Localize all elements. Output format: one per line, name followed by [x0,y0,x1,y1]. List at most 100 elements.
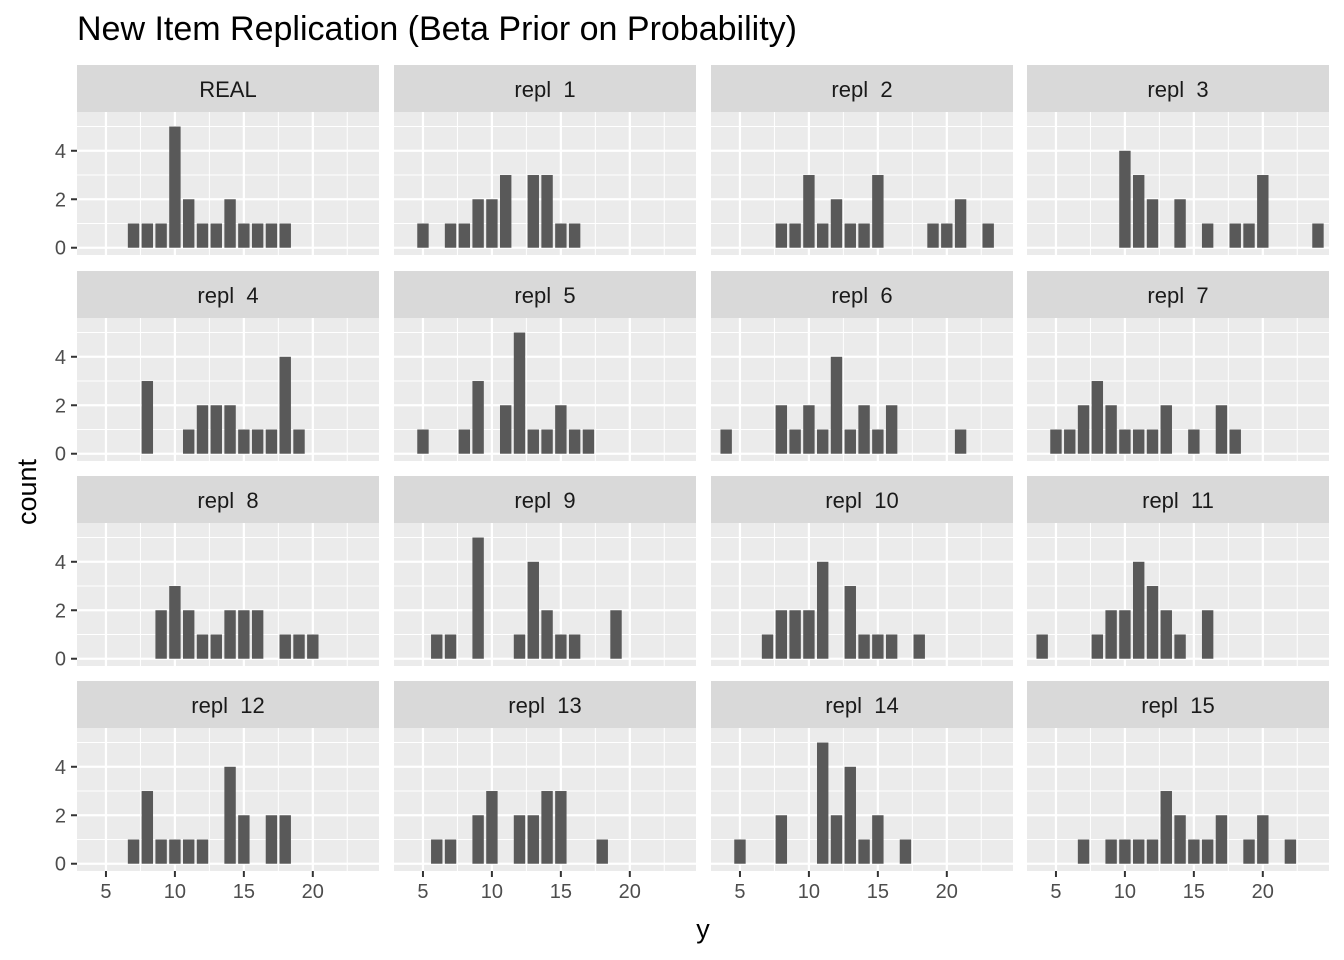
facet-strip-label: repl 9 [514,488,575,513]
y-axis-title: count [12,458,42,525]
histogram-bar [279,223,291,248]
facet-strip-label: repl 8 [197,488,258,513]
histogram-bar [885,634,898,659]
x-tick-label: 5 [734,881,745,903]
histogram-bar [1188,839,1200,864]
histogram-bar [417,223,429,248]
x-tick-label: 20 [936,881,958,903]
histogram-bar [499,405,512,454]
histogram-bar [1132,839,1145,864]
histogram-bar [913,634,925,659]
histogram-bar [224,405,236,454]
histogram-bar [1132,561,1145,659]
histogram-bar [279,815,291,864]
facet-strip [77,681,379,728]
histogram-bar [527,429,539,454]
y-tick-label: 2 [55,395,66,417]
histogram-bar [238,610,250,659]
histogram-bar [1064,429,1076,454]
x-tick-label: 20 [619,881,641,903]
histogram-bar [307,634,319,659]
facet-strip [711,65,1013,112]
histogram-bar [844,586,856,659]
histogram-bar [155,610,167,659]
facet-strip-label: repl 6 [831,283,892,308]
histogram-bar [196,405,209,454]
histogram-bar [141,223,154,248]
histogram-bar [1050,429,1062,454]
histogram-bar [858,634,870,659]
histogram-bar [541,610,553,659]
histogram-bar [238,429,250,454]
histogram-bar [775,610,788,659]
histogram-bar [444,223,457,248]
facet-strip [394,65,696,112]
facet-strip-label: repl 3 [1147,77,1208,102]
histogram-bar [803,175,815,248]
facet-strip [77,65,379,112]
histogram-bar [885,405,898,454]
facet-strip [711,681,1013,728]
y-tick-label: 0 [55,649,66,671]
facet-panel-background [1027,318,1329,461]
histogram-bar [431,634,443,659]
histogram-bar [513,815,526,864]
facet-strip [394,476,696,523]
x-tick-label: 20 [302,881,324,903]
histogram-bar [1160,610,1172,659]
facet-strip [77,271,379,318]
histogram-bar [872,815,884,864]
histogram-bar [789,610,801,659]
histogram-bar [858,405,870,454]
x-tick-label: 10 [164,881,186,903]
facet-strip [1027,65,1329,112]
y-tick-label: 0 [55,444,66,466]
histogram-bar [486,199,498,248]
facet-panel: repl 4 0 2 4 [55,271,379,466]
histogram-bar [610,610,622,659]
histogram-bar [431,839,443,864]
histogram-bar [1215,405,1228,454]
histogram-bar [210,223,222,248]
y-tick-label: 0 [55,854,66,876]
histogram-bar [251,429,264,454]
histogram-bar [568,634,581,659]
histogram-bar [734,839,746,864]
x-tick-label: 10 [1114,881,1136,903]
facet-strip-label: repl 10 [825,488,898,513]
histogram-bar [293,634,305,659]
facet-strip-label: repl 2 [831,77,892,102]
histogram-bar [1077,405,1090,454]
facet-strip [1027,476,1329,523]
histogram-bar [458,223,471,248]
histogram-bar [1146,199,1159,248]
histogram-bar [279,356,291,454]
histogram-bar [155,839,167,864]
histogram-bar [155,223,167,248]
histogram-bar [872,429,884,454]
histogram-bar [499,175,512,248]
histogram-bar [251,223,264,248]
histogram-bar [872,175,884,248]
x-axis-title: y [696,914,710,944]
histogram-bar [803,405,815,454]
histogram-bar [1215,815,1228,864]
histogram-bar [1174,199,1186,248]
histogram-bar [1119,839,1131,864]
facet-strip-label: repl 15 [1141,693,1214,718]
histogram-bar [568,429,581,454]
histogram-bar [224,766,236,864]
histogram-bar [844,766,856,864]
histogram-bar [568,223,581,248]
facet-panel: repl 5 [394,271,696,461]
histogram-bar [555,791,567,864]
histogram-bar [954,429,967,454]
y-tick-label: 2 [55,600,66,622]
x-tick-label: 20 [1252,881,1274,903]
histogram-bar [816,223,829,248]
facet-panel: repl 12 0 2 4 5 10 15 20 [55,681,379,903]
x-tick-label: 5 [1050,881,1061,903]
facet-strip [394,681,696,728]
histogram-bar [265,223,278,248]
facet-panel: repl 9 [394,476,696,666]
